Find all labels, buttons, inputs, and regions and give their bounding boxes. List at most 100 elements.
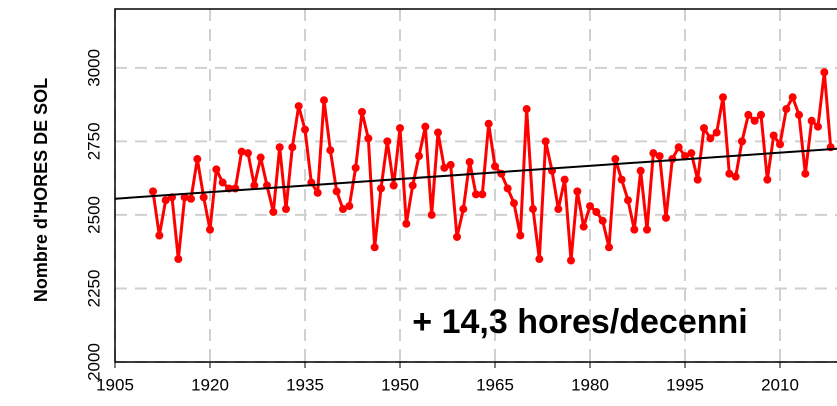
y-tick-label: 2000 <box>84 343 103 381</box>
data-point <box>421 122 430 131</box>
data-point <box>757 110 765 119</box>
data-point <box>706 134 715 143</box>
data-point <box>440 163 449 172</box>
y-tick-label: 2500 <box>84 196 103 234</box>
data-point <box>814 122 822 131</box>
data-point <box>364 134 373 143</box>
data-point <box>301 125 309 134</box>
data-point <box>662 213 670 222</box>
data-point <box>491 162 499 171</box>
data-point <box>693 175 702 184</box>
data-point <box>769 131 778 140</box>
x-tick-label: 1965 <box>476 375 514 394</box>
data-point <box>567 256 575 265</box>
data-point <box>244 149 252 158</box>
data-point <box>326 146 335 155</box>
data-point <box>782 105 791 114</box>
data-point <box>149 187 157 196</box>
data-point <box>592 207 601 216</box>
data-point <box>788 93 797 102</box>
data-point <box>415 152 423 161</box>
data-point <box>472 190 480 199</box>
data-point <box>776 140 784 149</box>
data-point <box>801 169 810 178</box>
data-point <box>744 110 753 119</box>
data-point <box>313 188 322 197</box>
data-point <box>282 205 290 214</box>
data-point <box>269 207 278 216</box>
data-point <box>193 155 202 164</box>
data-point <box>174 255 183 264</box>
data-point <box>681 152 689 161</box>
data-point <box>237 147 246 156</box>
x-tick-label: 1905 <box>96 375 134 394</box>
data-point <box>750 116 759 125</box>
data-point <box>453 232 461 241</box>
data-point <box>484 119 493 128</box>
data-point <box>687 149 696 158</box>
data-point <box>636 166 645 175</box>
data-point <box>351 163 360 172</box>
x-tick-label: 1995 <box>666 375 704 394</box>
data-point <box>396 124 404 133</box>
data-point <box>459 205 468 214</box>
trend-line <box>114 147 837 200</box>
data-point <box>332 187 341 196</box>
annotation: + 14,3 hores/decenni <box>412 303 747 341</box>
data-point <box>560 175 569 184</box>
data-point <box>586 202 594 211</box>
data-point <box>535 255 544 264</box>
data-point <box>478 190 487 199</box>
data-point <box>212 165 221 174</box>
data-point <box>377 184 385 193</box>
data-point <box>434 128 442 137</box>
data-point <box>218 178 227 187</box>
y-tick-label: 2250 <box>84 270 103 308</box>
data-point <box>510 199 518 208</box>
data-point <box>674 143 683 152</box>
x-tick-label: 1920 <box>191 375 229 394</box>
data-point <box>655 152 664 161</box>
data-point <box>554 205 563 214</box>
data-point <box>275 143 284 152</box>
x-tick-label: 1935 <box>286 375 324 394</box>
data-point <box>294 102 303 111</box>
data-point <box>383 137 392 146</box>
data-point <box>503 184 512 193</box>
data-point <box>611 155 620 164</box>
data-point <box>408 181 417 190</box>
data-line <box>151 70 833 263</box>
data-point <box>161 196 170 205</box>
data-point <box>320 96 328 105</box>
data-point <box>624 196 632 205</box>
data-point <box>529 205 537 214</box>
data-point <box>579 222 588 231</box>
data-point <box>738 137 746 146</box>
y-axis-title: Nombre d'HORES DE SOL <box>31 78 51 302</box>
data-point <box>465 157 474 166</box>
data-point <box>649 149 658 158</box>
data-point <box>206 225 214 234</box>
data-point <box>516 231 525 240</box>
data-point <box>630 225 639 234</box>
data-point <box>605 243 613 252</box>
data-point <box>155 231 164 240</box>
x-tick-label: 1980 <box>571 375 609 394</box>
data-point <box>807 116 816 125</box>
data-point <box>402 219 411 228</box>
data-point <box>617 175 626 184</box>
x-tick-label: 2010 <box>761 375 799 394</box>
data-point <box>250 181 259 190</box>
data-point <box>820 68 829 77</box>
data-point <box>725 169 734 178</box>
data-point <box>446 160 455 169</box>
y-tick-label: 3000 <box>84 49 103 87</box>
data-point <box>199 193 208 202</box>
x-tick-label: 1950 <box>381 375 419 394</box>
data-point <box>700 124 708 133</box>
data-point <box>643 225 651 234</box>
data-point <box>763 175 772 184</box>
data-point <box>719 93 727 102</box>
